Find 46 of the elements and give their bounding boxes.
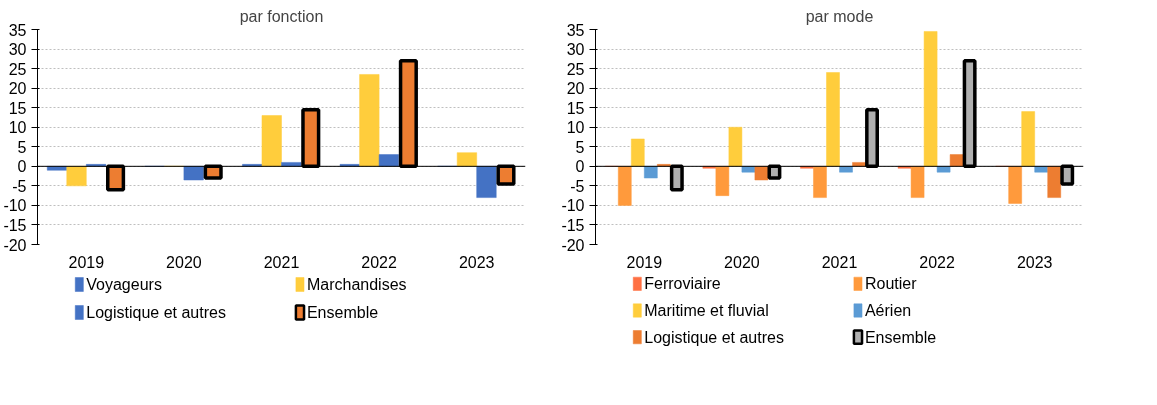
legend-label: Ensemble <box>864 328 937 346</box>
y-tick-label: -20 <box>561 236 585 254</box>
x-tick-label: 2023 <box>1016 253 1053 271</box>
y-tick-label: 15 <box>566 99 585 117</box>
y-tick-label: 0 <box>575 158 585 176</box>
x-tick-label: 2021 <box>263 253 300 271</box>
y-tick-label: -10 <box>561 197 585 215</box>
y-tick-label: 35 <box>8 21 27 39</box>
legend-label: Logistique et autres <box>644 328 784 346</box>
y-tick-label: 15 <box>8 99 27 117</box>
y-tick-label: -15 <box>561 216 585 234</box>
x-tick-label: 2022 <box>361 253 397 271</box>
y-tick-label: 0 <box>17 158 27 176</box>
legend-label: Ferroviaire <box>644 275 721 293</box>
legend-label: Ensemble <box>306 304 379 321</box>
x-tick-label: 2019 <box>68 253 105 271</box>
y-tick-label: 5 <box>575 138 585 156</box>
legend-label: Maritime et fluvial <box>644 302 769 319</box>
legend-label: Voyageurs <box>86 276 162 293</box>
y-tick-label: 20 <box>8 80 27 98</box>
y-tick-label: 10 <box>8 119 27 137</box>
legend-label: Logistique et autres <box>86 304 226 321</box>
y-tick-label: -5 <box>12 177 27 195</box>
y-tick-label: -15 <box>3 216 27 234</box>
y-tick-label: 35 <box>566 21 585 39</box>
y-tick-label: 20 <box>566 80 585 98</box>
x-tick-label: 2020 <box>724 253 760 271</box>
y-tick-label: 25 <box>566 60 585 78</box>
legend-label: Marchandises <box>306 276 407 293</box>
x-tick-label: 2021 <box>821 253 858 271</box>
y-tick-label: -10 <box>3 197 27 215</box>
x-tick-label: 2022 <box>919 253 955 271</box>
y-tick-label: 25 <box>8 60 27 78</box>
x-tick-label: 2023 <box>458 253 495 271</box>
legend-label: Routier <box>864 275 918 293</box>
x-tick-label: 2020 <box>166 253 202 271</box>
y-tick-label: 30 <box>566 41 585 59</box>
x-tick-label: 2019 <box>626 253 663 271</box>
legend-label: Aérien <box>864 302 912 319</box>
y-tick-label: -20 <box>3 236 27 254</box>
y-tick-label: -5 <box>570 177 585 195</box>
chart-title: par mode <box>805 7 874 25</box>
y-tick-label: 5 <box>17 138 27 156</box>
y-tick-label: 30 <box>8 41 27 59</box>
chart-title: par fonction <box>239 7 324 25</box>
y-tick-label: 10 <box>566 119 585 137</box>
